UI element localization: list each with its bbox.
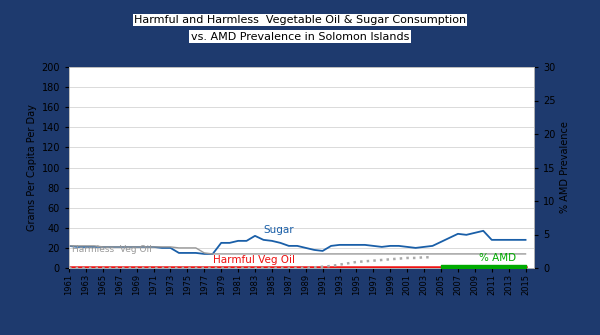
- Text: Harmless  Veg Oil: Harmless Veg Oil: [71, 245, 151, 254]
- Text: % AMD: % AMD: [479, 253, 516, 263]
- Text: Harmful and Harmless  Vegetable Oil & Sugar Consumption: Harmful and Harmless Vegetable Oil & Sug…: [134, 15, 466, 25]
- Text: Sugar: Sugar: [263, 225, 294, 235]
- Y-axis label: Grams Per Capita Per Day: Grams Per Capita Per Day: [28, 104, 37, 231]
- Text: Harmful Veg Oil: Harmful Veg Oil: [213, 256, 295, 265]
- Y-axis label: % AMD Prevalence: % AMD Prevalence: [560, 122, 569, 213]
- Text: vs. AMD Prevalence in Solomon Islands: vs. AMD Prevalence in Solomon Islands: [191, 32, 409, 42]
